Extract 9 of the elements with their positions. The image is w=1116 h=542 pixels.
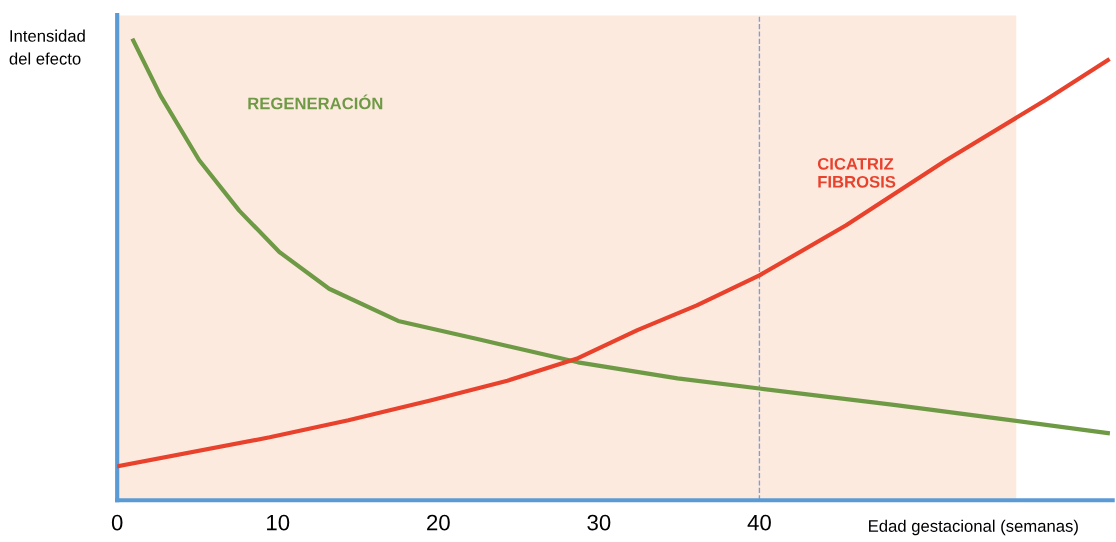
y-axis-title: Intensidad del efecto <box>9 29 85 65</box>
x-axis-title: Edad gestacional (semanas) <box>869 519 1078 536</box>
x-tick-label: 30 <box>587 514 611 531</box>
x-tick-label: 10 <box>267 514 290 531</box>
x-tick-label: 40 <box>747 514 771 531</box>
x-tick-label: 0 <box>111 514 123 531</box>
text: REGENERACIÓN <box>248 94 383 110</box>
x-tick-label: 20 <box>427 514 450 531</box>
series-label: CICATRIZ FIBROSIS <box>817 157 896 188</box>
